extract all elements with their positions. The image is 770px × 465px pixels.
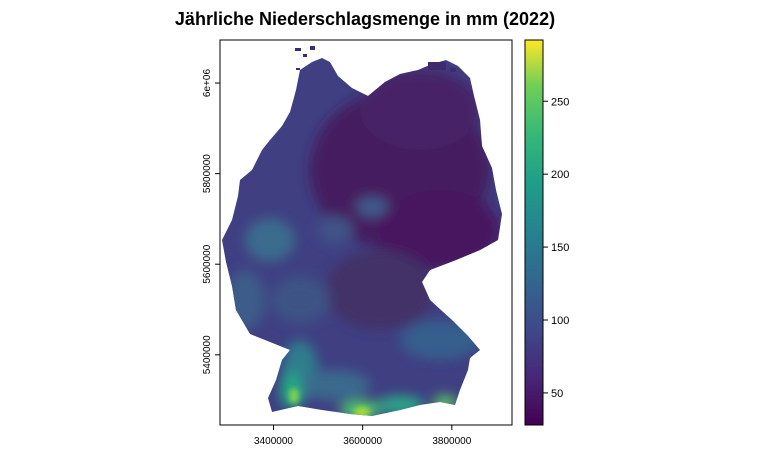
y-tick-label: 5400000 bbox=[202, 335, 213, 374]
y-axis-ticks: 5400000 5600000 5800000 6e+06 bbox=[202, 69, 220, 374]
colorbar-tick-label: 200 bbox=[551, 169, 569, 181]
colorbar-ticks: 50 100 150 200 250 bbox=[543, 96, 569, 400]
x-tick-label: 3800000 bbox=[432, 436, 471, 447]
x-tick-label: 3600000 bbox=[343, 436, 382, 447]
colorbar-tick-label: 100 bbox=[551, 315, 569, 327]
colorbar-tick-label: 50 bbox=[551, 388, 563, 400]
colorbar-tick-label: 250 bbox=[551, 96, 569, 108]
map-title: Jährliche Niederschlagsmenge in mm (2022… bbox=[174, 9, 556, 29]
north-sea-islands bbox=[295, 46, 456, 72]
colorbar bbox=[524, 39, 544, 426]
precipitation-raster bbox=[222, 58, 502, 416]
x-axis-ticks: 3400000 3600000 3800000 bbox=[254, 425, 472, 447]
x-tick-label: 3400000 bbox=[254, 436, 293, 447]
y-tick-label: 5600000 bbox=[202, 244, 213, 283]
y-tick-label: 5800000 bbox=[202, 154, 213, 193]
colorbar-tick-label: 150 bbox=[551, 242, 569, 254]
plot-frame bbox=[219, 39, 513, 426]
y-tick-label: 6e+06 bbox=[202, 69, 213, 98]
